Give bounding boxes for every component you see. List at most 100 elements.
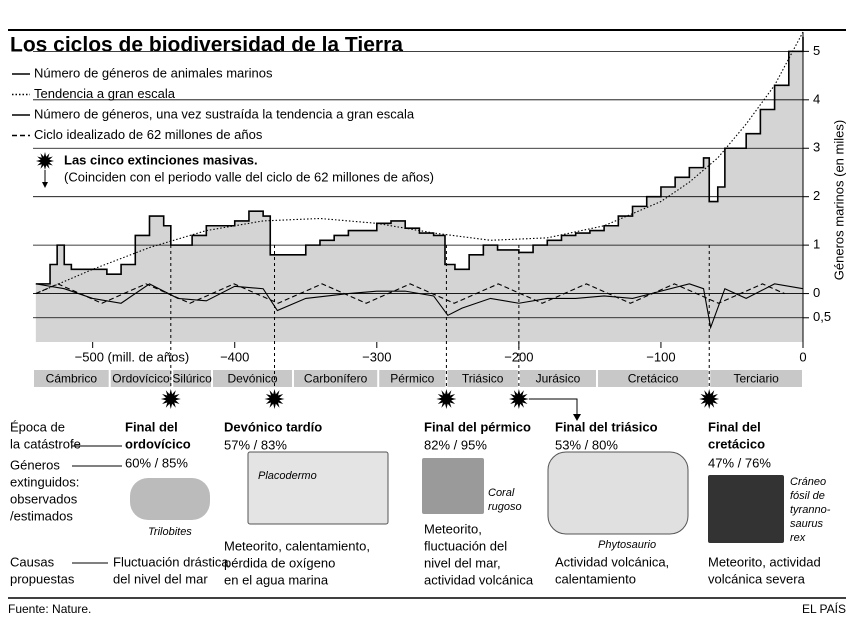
row-label: extinguidos: — [10, 474, 79, 489]
column-rates: 60% / 85% — [125, 455, 188, 470]
extinction-legend: Las cinco extinciones masivas. — [64, 152, 258, 167]
period-label: Pérmico — [390, 372, 434, 386]
legend-label: Número de géneros de animales marinos — [34, 65, 273, 80]
column-title: ordovícico — [125, 436, 191, 451]
illustration — [547, 451, 689, 535]
column-cause: Actividad volcánica, — [555, 554, 669, 569]
connector-arrow — [528, 398, 578, 416]
column-cause: Meteorito, actividad — [708, 554, 821, 569]
period-label: Triásico — [462, 372, 504, 386]
legend-label: Ciclo idealizado de 62 millones de años — [34, 127, 263, 142]
period-label: Jurásico — [536, 372, 581, 386]
extinction-legend-note: (Coinciden con el periodo valle del cicl… — [64, 169, 434, 184]
period-label: Cretácico — [628, 372, 679, 386]
row-label: propuestas — [10, 571, 75, 586]
column-cause: Meteorito, — [424, 521, 482, 536]
row-label: Causas — [10, 554, 55, 569]
column-cause: fluctuación del — [424, 538, 507, 553]
column-cause: en el agua marina — [224, 572, 329, 587]
period-label: Silúrico — [172, 372, 212, 386]
extinction-star — [436, 389, 457, 409]
series-line — [35, 283, 785, 304]
y-tick-label: 0 — [813, 285, 820, 300]
period-label: Terciario — [733, 372, 779, 386]
image-caption: rugoso — [488, 501, 522, 513]
image-caption: saurus — [790, 518, 824, 530]
column-title: cretácico — [708, 436, 765, 451]
period — [710, 370, 802, 387]
period-label: Cámbrico — [46, 372, 98, 386]
y-tick-label: 5 — [813, 43, 820, 58]
x-tick-label: −300 — [362, 349, 391, 364]
period — [598, 370, 709, 387]
image-caption: tyranno- — [790, 504, 831, 516]
column-rates: 82% / 95% — [424, 437, 487, 452]
arrowhead — [573, 414, 581, 421]
column-cause: Meteorito, calentamiento, — [224, 538, 370, 553]
row-label: Época de — [10, 419, 65, 434]
period — [213, 370, 292, 387]
column-title: Final del triásico — [555, 419, 658, 434]
source: Fuente: Nature. — [8, 602, 91, 616]
extinction-star — [699, 389, 720, 409]
y-tick-label: 3 — [813, 140, 820, 155]
illustration — [708, 475, 784, 543]
genera-area — [35, 36, 804, 342]
period — [110, 370, 172, 387]
column-title: Final del pérmico — [424, 419, 531, 434]
brand: EL PAÍS — [802, 601, 846, 616]
column-cause: actividad volcánica — [424, 572, 534, 587]
series-line — [35, 31, 804, 295]
y-axis-label: Géneros marinos (en miles) — [831, 120, 846, 280]
row-label: Géneros — [10, 457, 60, 472]
legend-label: Número de géneros, una vez sustraída la … — [34, 106, 415, 121]
column-cause: del nivel del mar — [113, 571, 208, 586]
period — [519, 370, 597, 387]
legend-label: Tendencia a gran escala — [34, 86, 176, 101]
column-cause: nivel del mar, — [424, 555, 501, 570]
period-label: Devónico — [227, 372, 277, 386]
period — [447, 370, 518, 387]
extinction-star — [264, 389, 285, 409]
x-tick-label: −500 (mill. de años) — [75, 349, 190, 364]
period — [379, 370, 446, 387]
image-caption: rex — [790, 532, 806, 544]
x-tick-label: 0 — [799, 349, 806, 364]
column-rates: 53% / 80% — [555, 437, 618, 452]
row-label: /estimados — [10, 508, 73, 523]
row-label: observados — [10, 491, 78, 506]
column-rates: 57% / 83% — [224, 437, 287, 452]
y-tick-label: 1 — [813, 237, 820, 252]
period — [293, 370, 378, 387]
illustration — [422, 458, 484, 514]
y-tick-label: 0,5 — [813, 309, 831, 324]
x-tick-label: −200 — [504, 349, 533, 364]
column-title: Final del — [708, 419, 761, 434]
image-caption: Placodermo — [258, 470, 317, 482]
period-label: Ordovícico — [112, 372, 170, 386]
extinction-star — [160, 389, 181, 409]
column-cause: pérdida de oxígeno — [224, 555, 335, 570]
image-caption: Trilobites — [148, 526, 192, 538]
legend-arrowhead — [42, 182, 48, 188]
legend-star — [36, 152, 54, 170]
image-caption: Cráneo — [790, 476, 826, 488]
illustration — [247, 451, 389, 525]
series-line — [35, 36, 804, 285]
column-title: Final del — [125, 419, 178, 434]
column-cause: calentamiento — [555, 571, 636, 586]
row-label: la catástrofe — [10, 436, 81, 451]
column-cause: Fluctuación drástica — [113, 554, 229, 569]
period — [173, 370, 212, 387]
x-tick-label: −100 — [646, 349, 675, 364]
column-cause: volcánica severa — [708, 571, 806, 586]
column-rates: 47% / 76% — [708, 455, 771, 470]
column-title: Devónico tardío — [224, 419, 322, 434]
period — [34, 370, 109, 387]
chart-title: Los ciclos de biodiversidad de la Tierra — [10, 34, 403, 57]
illustration — [130, 478, 210, 520]
y-tick-label: 2 — [813, 188, 820, 203]
y-tick-label: 4 — [813, 91, 820, 106]
